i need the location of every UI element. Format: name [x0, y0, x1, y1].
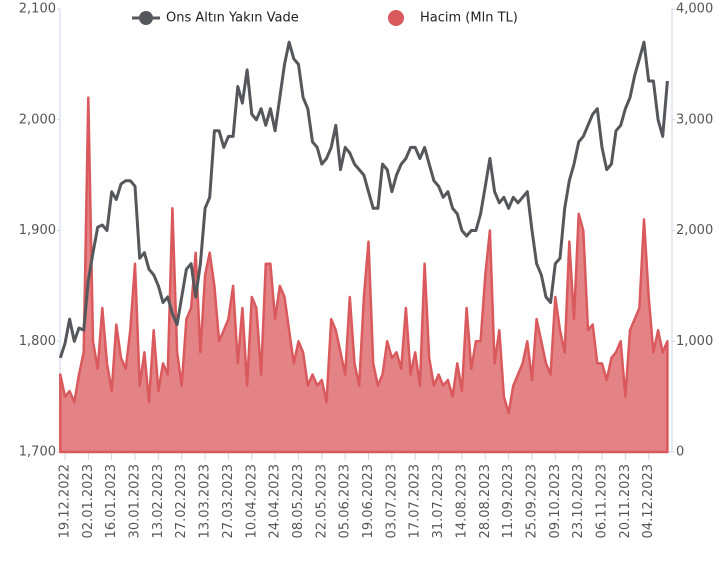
x-tick-label: 28.08.2023	[478, 464, 493, 538]
x-tick-label: 08.05.2023	[291, 464, 306, 538]
x-tick-label: 04.12.2023	[641, 464, 656, 538]
y-tick-label: 1,700	[19, 445, 56, 460]
x-tick-label: 06.11.2023	[595, 464, 610, 538]
x-tick-label: 25.09.2023	[524, 464, 539, 538]
legend-label[interactable]: Ons Altın Yakın Vade	[166, 11, 299, 26]
y2-tick-label: 0	[676, 445, 684, 460]
y-tick-label: 1,800	[19, 334, 56, 349]
x-tick-label: 13.02.2023	[151, 464, 166, 538]
x-tick-label: 11.09.2023	[501, 464, 516, 538]
x-tick-label: 23.10.2023	[571, 464, 586, 538]
x-tick-label: 05.06.2023	[338, 464, 353, 538]
legend-symbol	[388, 10, 404, 26]
x-tick-label: 24.04.2023	[268, 464, 283, 538]
area	[59, 96, 669, 454]
legend-label[interactable]: Hacim (Mln TL)	[420, 11, 518, 26]
x-tick-label: 14.08.2023	[454, 464, 469, 538]
y-tick-label: 1,900	[19, 223, 56, 238]
line	[58, 40, 669, 359]
legend: Ons Altın Yakın Vade Hacim (Mln TL)	[132, 10, 518, 26]
x-tick-label: 17.07.2023	[408, 464, 423, 538]
x-tick-label: 02.01.2023	[81, 464, 96, 538]
x-tick-label: 30.01.2023	[128, 464, 143, 538]
x-tick-label: 16.01.2023	[104, 464, 119, 538]
y2-tick-label: 2,000	[676, 223, 713, 238]
x-tick-label: 10.04.2023	[244, 464, 259, 538]
y-tick-label: 2,100	[19, 2, 56, 17]
x-tick-label: 27.02.2023	[174, 464, 189, 538]
x-tick-label: 19.06.2023	[361, 464, 376, 538]
x-tick-label: 13.03.2023	[198, 464, 213, 538]
x-tick-label: 20.11.2023	[618, 464, 633, 538]
y2-tick-label: 4,000	[676, 2, 713, 17]
x-tick-label: 09.10.2023	[548, 464, 563, 538]
x-tick-label: 31.07.2023	[431, 464, 446, 538]
x-tick-label: 19.12.2022	[57, 464, 72, 538]
y-tick-label: 2,000	[19, 112, 56, 127]
x-tick-label: 27.03.2023	[221, 464, 236, 538]
y2-tick-label: 1,000	[676, 334, 713, 349]
x-tick-label: 22.05.2023	[314, 464, 329, 538]
y2-tick-label: 3,000	[676, 112, 713, 127]
legend-symbol	[139, 11, 153, 25]
x-tick-label: 03.07.2023	[384, 464, 399, 538]
